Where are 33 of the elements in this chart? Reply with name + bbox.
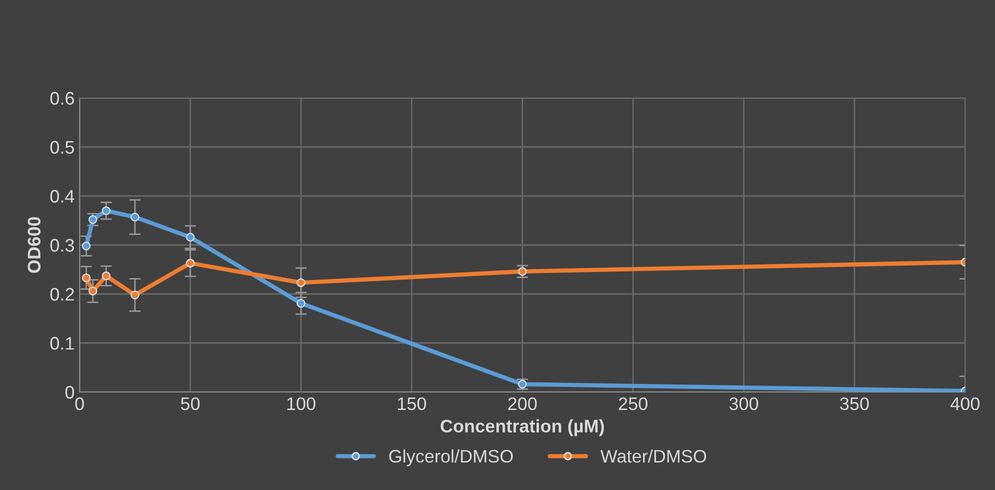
point (296, 278, 306, 288)
y-tick-label: 0.6 (50, 92, 74, 105)
x-axis-title: Concentration (µM) (440, 419, 604, 436)
y-tick-label: 0 (65, 386, 74, 399)
legend-label: Water/DMSO (600, 449, 706, 463)
point (102, 206, 111, 216)
point (82, 273, 91, 282)
x-tick-label: 200 (508, 397, 537, 410)
point (82, 242, 91, 250)
y-tick-label: 0.2 (50, 288, 74, 301)
x-tick-label: 150 (398, 397, 426, 410)
x-tick-label: 350 (840, 397, 869, 410)
point (88, 215, 98, 224)
point (130, 290, 140, 300)
y-tick-label: 0.3 (50, 238, 74, 252)
x-tick-label: 250 (618, 397, 648, 410)
x-tick-label: 100 (287, 397, 316, 410)
point (296, 298, 306, 308)
y-tick-label: 0.1 (50, 336, 74, 350)
y-tick-label: 0.5 (50, 140, 74, 154)
x-tick-label: 400 (950, 397, 980, 410)
point (186, 232, 195, 242)
legend-label: Glycerol/DMSO (389, 449, 513, 466)
point (518, 267, 527, 276)
point (102, 272, 111, 280)
point (88, 286, 98, 296)
x-tick-label: 50 (180, 397, 200, 410)
x-tick-label: 0 (75, 397, 84, 410)
y-tick-label: 0.4 (50, 190, 74, 203)
point (186, 258, 195, 268)
point (130, 212, 140, 222)
y-axis-title: OD600 (28, 217, 41, 273)
x-tick-label: 300 (729, 397, 758, 410)
